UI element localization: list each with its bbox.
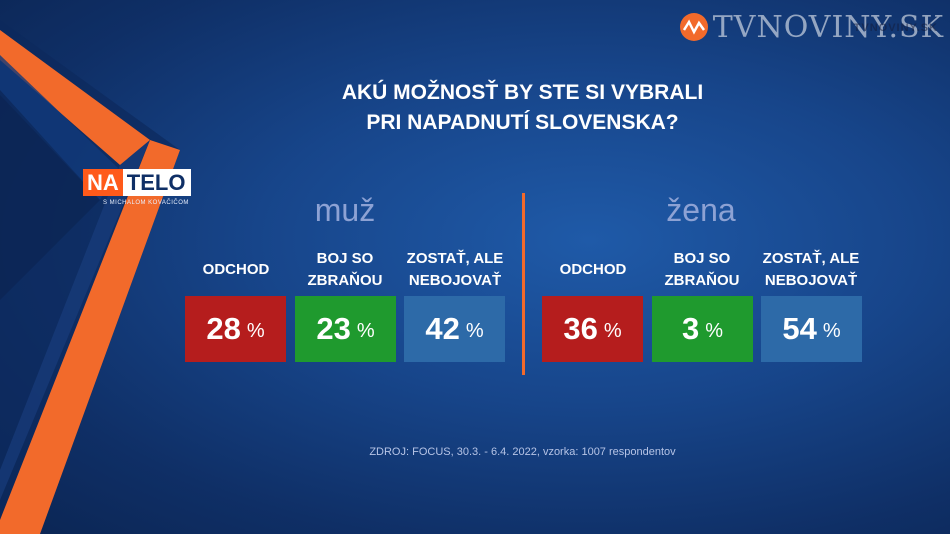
category-label-zena-boj: BOJ SO ZBRAŇOU [651, 248, 753, 292]
category-label-zena-zostat-line-1: ZOSTAŤ, ALE [762, 250, 860, 267]
category-label-zena-zostat: ZOSTAŤ, ALE NEBOJOVAŤ [760, 248, 862, 292]
tvnoviny-mark-icon [679, 13, 708, 41]
decorative-stripes [0, 20, 180, 534]
percent-sign: % [356, 319, 375, 342]
value-zena-odchod: 36 [563, 311, 598, 346]
category-label-muz-boj-line-2: ZBRAŇOU [307, 272, 383, 289]
chart-title: AKÚ MOŽNOSŤ BY STE SI VYBRALI PRI NAPADN… [0, 78, 950, 138]
group-divider [522, 193, 525, 375]
value-box-muz-zostat: 42 % [404, 296, 505, 362]
percent-sign: % [603, 319, 622, 342]
value-zena-zostat: 54 [782, 311, 817, 346]
tvnoviny-logo: TVNOVINY.SK TVNOVINY.SK [679, 9, 944, 45]
title-line-2: PRI NAPADNUTÍ SLOVENSKA? [366, 111, 679, 134]
category-label-muz-odchod: ODCHOD [202, 261, 270, 278]
value-box-zena-zostat: 54 % [761, 296, 862, 362]
category-label-muz-zostat-line-1: ZOSTAŤ, ALE [406, 250, 504, 267]
telo-label: TELO [122, 169, 192, 196]
value-box-zena-odchod: 36 % [542, 296, 643, 362]
tvnoviny-ghost-wordmark: TVNOVINY.SK [853, 22, 938, 34]
title-line-1: AKÚ MOŽNOSŤ BY STE SI VYBRALI [341, 81, 704, 104]
category-label-zena-zostat-line-2: NEBOJOVAŤ [764, 272, 858, 289]
value-muz-odchod: 28 [206, 311, 241, 346]
show-subtitle: S MICHALOM KOVAČIČOM [103, 200, 189, 206]
percent-sign: % [465, 319, 484, 342]
category-label-zena-boj-line-2: ZBRAŇOU [664, 272, 740, 289]
value-muz-boj: 23 [316, 311, 351, 346]
group-label-muz: muž [314, 192, 376, 228]
category-label-zena-odchod: ODCHOD [559, 261, 627, 278]
percent-sign: % [246, 319, 265, 342]
value-box-zena-boj: 3 % [652, 296, 753, 362]
category-label-zena-boj-line-1: BOJ SO [673, 250, 731, 267]
category-label-muz-zostat: ZOSTAŤ, ALE NEBOJOVAŤ [404, 248, 506, 292]
category-label-muz-zostat-line-2: NEBOJOVAŤ [408, 272, 502, 289]
percent-sign: % [705, 319, 724, 342]
na-label: NA [83, 169, 123, 196]
percent-sign: % [822, 319, 841, 342]
category-label-muz-boj: BOJ SO ZBRAŇOU [294, 248, 396, 292]
tvnoviny-wordmark: TVNOVINY.SK [712, 9, 944, 45]
value-box-muz-boj: 23 % [295, 296, 396, 362]
na-telo-logo: NA TELO S MICHALOM KOVAČIČOM [83, 169, 192, 206]
category-label-muz-boj-line-1: BOJ SO [316, 250, 374, 267]
value-box-muz-odchod: 28 % [185, 296, 286, 362]
value-muz-zostat: 42 [425, 311, 460, 346]
value-zena-boj: 3 [681, 311, 700, 346]
source-note: ZDROJ: FOCUS, 30.3. - 6.4. 2022, vzorka:… [369, 446, 676, 458]
group-label-zena: žena [666, 192, 736, 228]
